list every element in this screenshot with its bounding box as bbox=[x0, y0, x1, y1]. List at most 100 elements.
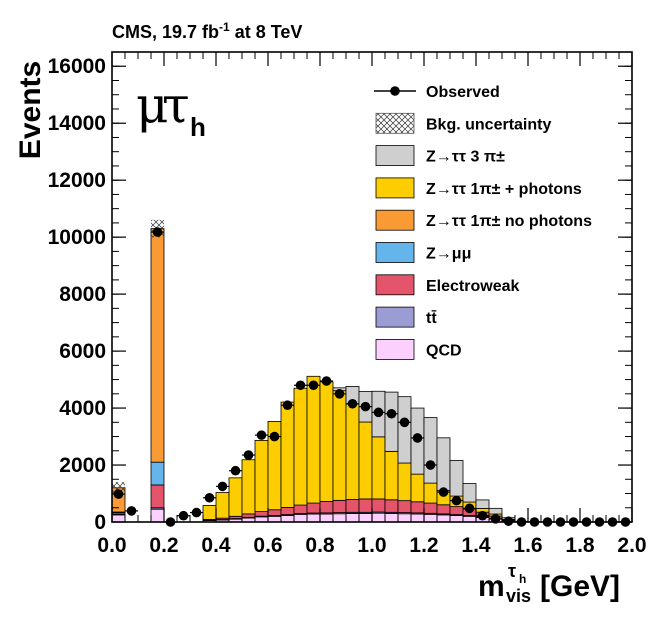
x-tick-label: 0.8 bbox=[305, 534, 335, 557]
bar-z-1-photons bbox=[397, 462, 412, 502]
x-axis-label: m τ h vis [GeV] bbox=[478, 561, 620, 606]
x-tick-label: 1.2 bbox=[409, 534, 438, 557]
bar-qcd bbox=[462, 515, 477, 523]
bar-qcd bbox=[436, 514, 451, 523]
x-tick-label: 1.6 bbox=[513, 534, 542, 557]
observed-point bbox=[373, 407, 384, 418]
bar-qcd bbox=[111, 514, 126, 523]
y-tick-label: 0 bbox=[94, 511, 106, 534]
bar-qcd bbox=[371, 512, 386, 523]
svg-text:μ: μ bbox=[136, 76, 169, 134]
bar-z-1-photons bbox=[241, 459, 256, 515]
observed-point bbox=[256, 430, 267, 440]
observed-point bbox=[321, 376, 332, 386]
x-tick-label: 1.8 bbox=[565, 534, 595, 557]
observed-point bbox=[178, 510, 189, 521]
bar-electroweak bbox=[423, 502, 438, 514]
bar-qcd bbox=[280, 515, 295, 523]
axis-ticks: 0.0 0.2 0.4 0.6 0.8 1.0 1.2 1.4 1.6 1.8 2.0 0 2000 40… bbox=[48, 51, 647, 557]
bar-qcd bbox=[410, 513, 425, 523]
observed-point bbox=[347, 398, 358, 409]
svg-text:[GeV]: [GeV] bbox=[540, 570, 620, 603]
observed-point bbox=[386, 408, 397, 419]
legend-swatch bbox=[375, 274, 415, 296]
svg-text:τ: τ bbox=[162, 76, 190, 134]
legend-label: Z→ττ 1π± + photons bbox=[426, 181, 582, 198]
bar-electroweak bbox=[345, 499, 360, 513]
bar-z-1-photons bbox=[423, 482, 438, 504]
legend-observed-marker bbox=[390, 86, 400, 96]
legend-label: QCD bbox=[426, 342, 462, 359]
x-tick-label: 1.4 bbox=[461, 534, 491, 557]
svg-text:τ: τ bbox=[508, 561, 516, 581]
bar-z-1-photons bbox=[306, 375, 321, 504]
legend-label: Electroweak bbox=[426, 278, 519, 295]
bar-qcd bbox=[358, 513, 373, 523]
bar-electroweak bbox=[332, 499, 347, 513]
svg-text:m: m bbox=[478, 570, 505, 603]
bar-electroweak bbox=[371, 498, 386, 513]
bar-qcd bbox=[150, 508, 165, 523]
bar-electroweak bbox=[449, 506, 464, 515]
observed-point bbox=[308, 380, 319, 391]
observed-point bbox=[412, 433, 423, 443]
bar-z-1-photons bbox=[319, 381, 334, 502]
x-tick-label: 0.0 bbox=[97, 534, 126, 557]
bar-qcd bbox=[397, 513, 412, 523]
y-tick-label: 2000 bbox=[59, 454, 106, 477]
bar-z-3- bbox=[462, 483, 477, 503]
bar-z-1-photons bbox=[228, 477, 243, 517]
legend-swatch bbox=[375, 209, 415, 231]
bar-electroweak bbox=[267, 509, 282, 516]
y-tick-label: 4000 bbox=[59, 397, 106, 420]
observed-point bbox=[191, 507, 202, 518]
observed-point bbox=[477, 510, 488, 521]
observed-point bbox=[243, 450, 254, 460]
y-tick-label: 6000 bbox=[59, 340, 106, 363]
y-axis-label: Events bbox=[14, 61, 47, 159]
x-tick-label: 2.0 bbox=[617, 534, 646, 557]
bar-electroweak bbox=[293, 504, 308, 514]
bar-qcd bbox=[319, 513, 334, 523]
bar-qcd bbox=[306, 513, 321, 523]
observed-point bbox=[217, 481, 228, 492]
channel-label: μ τ h bbox=[136, 76, 206, 142]
legend-label: Z→μμ bbox=[426, 246, 471, 263]
bar-z-1-photons bbox=[371, 436, 386, 500]
bar-z-3- bbox=[449, 460, 464, 497]
observed-point bbox=[126, 506, 137, 516]
bar-z-3- bbox=[423, 417, 438, 484]
bar-z-3- bbox=[475, 499, 490, 509]
bar-qcd bbox=[345, 513, 360, 523]
legend-label: Bkg. uncertainty bbox=[426, 116, 551, 133]
bar-z-1-photons bbox=[202, 505, 217, 520]
bar-z-3- bbox=[384, 391, 399, 452]
bar-z-1-photons bbox=[358, 421, 373, 500]
observed-point bbox=[503, 516, 514, 526]
observed-point bbox=[282, 400, 293, 411]
legend-swatch bbox=[375, 242, 415, 263]
bar-z-1-photons bbox=[215, 492, 230, 519]
svg-text:h: h bbox=[190, 112, 206, 142]
legend-hatch-swatch bbox=[375, 112, 415, 134]
observed-point bbox=[451, 495, 462, 506]
bar-electroweak bbox=[150, 484, 165, 509]
bar-electroweak bbox=[384, 499, 399, 513]
legend-swatch bbox=[375, 177, 415, 199]
y-tick-label: 14000 bbox=[48, 112, 106, 135]
observed-point bbox=[425, 460, 436, 470]
bar-electroweak bbox=[241, 513, 256, 518]
bar-z-1-photons bbox=[332, 390, 347, 501]
observed-point bbox=[152, 227, 163, 237]
bar-electroweak bbox=[254, 511, 269, 517]
y-tick-label: 8000 bbox=[59, 283, 106, 306]
bar-z-1-photons bbox=[293, 387, 308, 506]
bar-z-1-photons bbox=[254, 439, 269, 513]
bar-electroweak bbox=[319, 501, 334, 514]
bar-electroweak bbox=[358, 498, 373, 513]
bar-electroweak bbox=[397, 500, 412, 513]
bar-z-1-no-photons bbox=[150, 228, 165, 463]
x-tick-label: 0.2 bbox=[149, 534, 178, 557]
bar-qcd bbox=[384, 513, 399, 523]
